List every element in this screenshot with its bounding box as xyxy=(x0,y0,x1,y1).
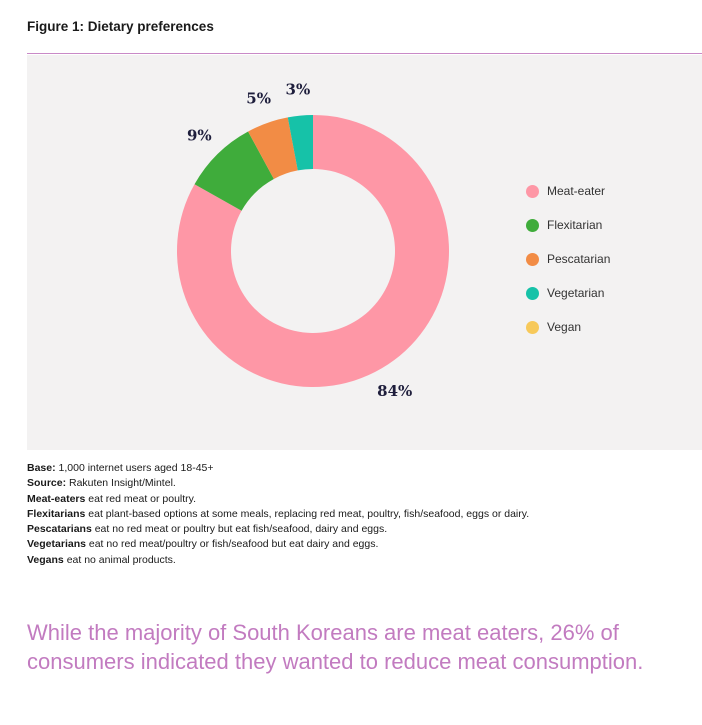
legend-item-pescatarian: Pescatarian xyxy=(526,242,610,276)
data-label-meat-eater: 84% xyxy=(377,382,412,400)
legend-swatch xyxy=(526,218,539,232)
note-term: Meat-eaters xyxy=(27,492,86,505)
data-label-vegetarian: 3% xyxy=(286,81,311,99)
note-text: eat red meat or poultry. xyxy=(85,492,197,505)
legend-label: Flexitarian xyxy=(547,218,603,232)
note-line: Meat-eaters eat red meat or poultry. xyxy=(27,492,529,507)
title-divider xyxy=(27,53,702,54)
figure-title: Figure 1: Dietary preferences xyxy=(27,19,214,34)
legend-item-vegan: Vegan xyxy=(526,310,610,344)
data-label-flexitarian: 9% xyxy=(187,127,212,145)
legend-label: Vegetarian xyxy=(547,286,605,300)
legend-label: Meat-eater xyxy=(547,184,606,198)
legend-item-flexitarian: Flexitarian xyxy=(526,208,610,242)
donut-slice-pescatarian xyxy=(248,117,298,179)
data-label-pescatarian: 5% xyxy=(246,89,271,107)
note-line: Source: Rakuten Insight/Mintel. xyxy=(27,476,529,491)
note-term: Vegans xyxy=(27,553,64,566)
chart-legend: Meat-eater Flexitarian Pescatarian Vegetari… xyxy=(526,174,610,344)
donut-chart: 84% 9% 5% 3% xyxy=(177,81,450,400)
note-line: Base: 1,000 internet users aged 18-45+ xyxy=(27,461,529,476)
legend-swatch xyxy=(526,184,539,198)
headline-text: While the majority of South Koreans are … xyxy=(27,620,644,674)
legend-item-meat-eater: Meat-eater xyxy=(526,174,610,208)
note-text: eat no animal products. xyxy=(63,553,176,566)
note-text: eat no red meat or poultry but eat fish/… xyxy=(91,523,388,536)
note-term: Flexitarians xyxy=(27,507,86,520)
chart-notes: Base: 1,000 internet users aged 18-45+ So… xyxy=(27,461,529,568)
note-text: 1,000 internet users aged 18-45+ xyxy=(55,462,214,474)
legend-swatch xyxy=(526,286,539,300)
note-text: eat plant-based options at some meals, r… xyxy=(85,507,530,520)
note-text: Rakuten Insight/Mintel. xyxy=(66,477,176,490)
note-line: Vegetarians eat no red meat/poultry or f… xyxy=(27,537,529,552)
note-term: Pescatarians xyxy=(27,523,92,536)
donut-slice-flexitarian xyxy=(194,131,274,211)
legend-swatch xyxy=(526,252,539,266)
note-line: Pescatarians eat no red meat or poultry … xyxy=(27,522,529,537)
note-term: Base: xyxy=(27,462,56,474)
legend-item-vegetarian: Vegetarian xyxy=(526,276,610,310)
note-line: Flexitarians eat plant-based options at … xyxy=(27,507,529,522)
donut-slice-vegetarian xyxy=(287,115,313,171)
note-line: Vegans eat no animal products. xyxy=(27,553,529,568)
donut-slice-meat-eater xyxy=(177,115,450,387)
legend-swatch xyxy=(526,320,539,334)
legend-label: Pescatarian xyxy=(547,252,611,266)
legend-label: Vegan xyxy=(547,320,582,334)
note-term: Source: xyxy=(27,477,67,490)
chart-panel: 84% 9% 5% 3% Meat-eater Flexitarian Pescatari… xyxy=(27,55,702,450)
note-term: Vegetarians xyxy=(27,538,86,551)
note-text: eat no red meat/poultry or fish/seafood … xyxy=(85,538,379,551)
